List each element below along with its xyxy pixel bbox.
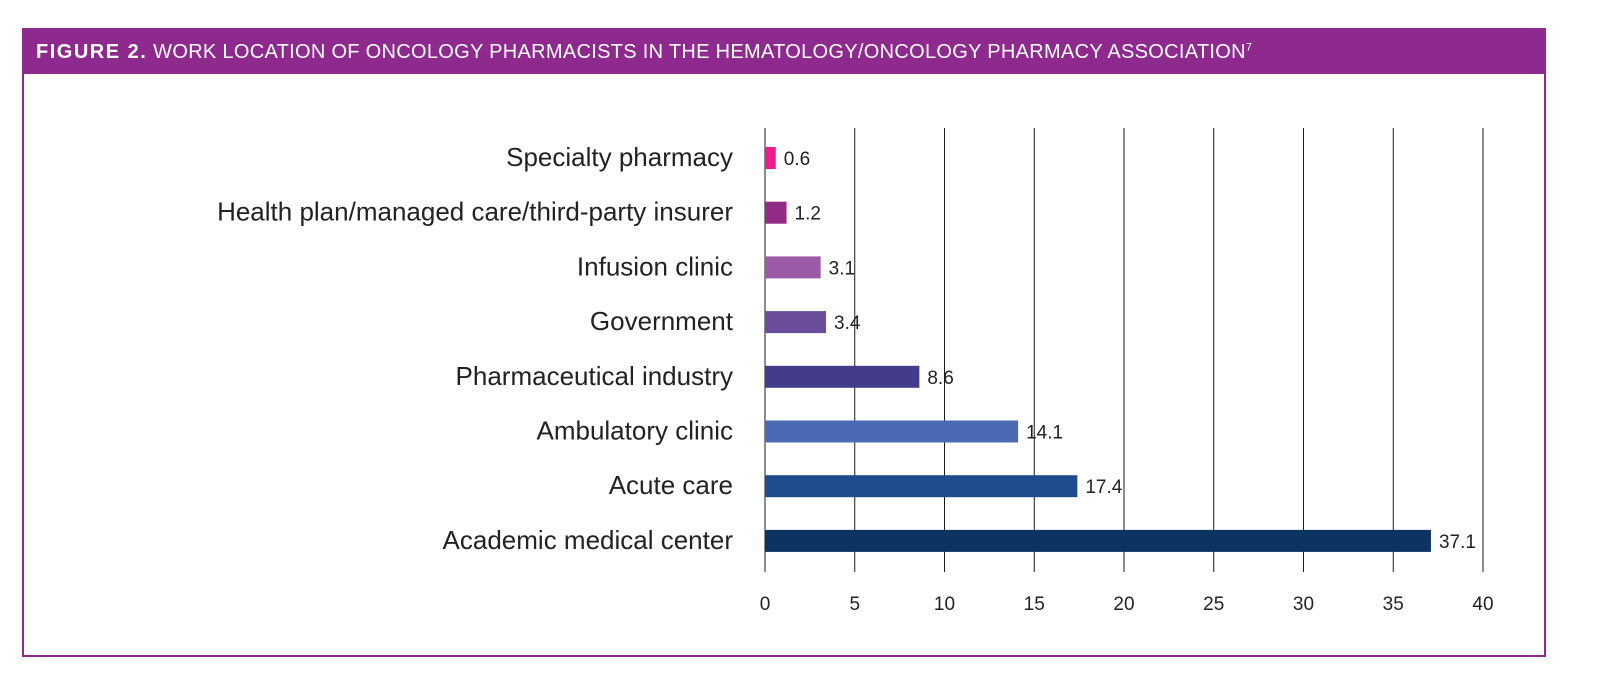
value-label: 14.1 — [1026, 423, 1063, 444]
bar — [765, 256, 821, 279]
figure-frame: FIGURE 2. WORK LOCATION OF ONCOLOGY PHAR… — [22, 28, 1546, 657]
bar — [765, 420, 1019, 443]
x-tick-label: 15 — [1024, 594, 1045, 615]
x-tick-label: 0 — [760, 594, 771, 615]
category-label: Government — [590, 306, 734, 336]
x-tick-label: 40 — [1472, 594, 1493, 615]
value-label: 0.6 — [784, 149, 810, 170]
x-tick-label: 35 — [1383, 594, 1404, 615]
category-label: Health plan/managed care/third-party ins… — [217, 197, 733, 227]
figure-title: WORK LOCATION OF ONCOLOGY PHARMACISTS IN… — [153, 41, 1246, 63]
bar — [765, 475, 1078, 498]
bar — [765, 201, 787, 224]
x-tick-label: 5 — [849, 594, 860, 615]
value-label: 1.2 — [795, 204, 821, 225]
figure-header: FIGURE 2. WORK LOCATION OF ONCOLOGY PHAR… — [24, 30, 1544, 74]
bar — [765, 529, 1431, 552]
category-label: Academic medical center — [443, 525, 734, 555]
bar — [765, 365, 920, 388]
category-label: Pharmaceutical industry — [456, 361, 733, 391]
bar — [765, 311, 827, 334]
value-label: 37.1 — [1439, 532, 1476, 553]
value-label: 3.1 — [829, 258, 855, 279]
value-label: 17.4 — [1085, 477, 1122, 498]
category-label: Acute care — [609, 470, 733, 500]
bar — [765, 147, 776, 169]
x-tick-label: 30 — [1293, 594, 1314, 615]
value-label: 8.6 — [927, 368, 953, 389]
category-label: Ambulatory clinic — [536, 416, 733, 446]
figure-label: FIGURE 2. — [36, 41, 148, 63]
x-tick-label: 20 — [1113, 594, 1134, 615]
x-tick-label: 25 — [1203, 594, 1224, 615]
figure-footnote: 7 — [1245, 41, 1253, 54]
value-label: 3.4 — [834, 313, 861, 334]
x-tick-label: 10 — [934, 594, 955, 615]
category-label: Infusion clinic — [577, 251, 733, 281]
category-label: Specialty pharmacy — [506, 142, 733, 172]
